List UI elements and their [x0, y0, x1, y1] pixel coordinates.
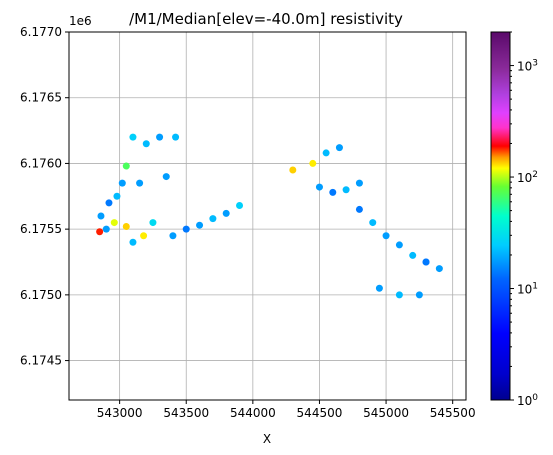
data-point	[169, 232, 177, 240]
data-point	[172, 133, 180, 141]
data-point	[409, 251, 417, 259]
colorbar-axis: 100 101 102 103	[510, 31, 538, 408]
y-tick-label: 6.1770	[20, 25, 62, 39]
y-tick-label: 6.1760	[20, 156, 62, 170]
x-tick-label: 543000	[97, 406, 143, 420]
data-point	[435, 265, 443, 273]
data-point	[97, 212, 105, 220]
scatter-points	[96, 133, 443, 299]
x-tick-label: 545000	[363, 406, 409, 420]
colorbar	[490, 31, 511, 401]
chart-title: /M1/Median[elev=-40.0m] resistivity	[129, 10, 403, 28]
data-point	[222, 209, 230, 217]
grid	[69, 31, 466, 400]
data-point	[236, 201, 244, 209]
data-point	[110, 219, 118, 227]
data-point	[355, 179, 363, 187]
data-point	[122, 223, 130, 231]
data-point	[196, 221, 204, 229]
data-point	[102, 225, 110, 233]
y-tick-label: 6.1755	[20, 222, 62, 236]
data-point	[156, 133, 164, 141]
x-tick-label: 544500	[297, 406, 343, 420]
data-point	[118, 179, 126, 187]
data-point	[122, 162, 130, 170]
data-point	[162, 173, 170, 181]
data-point	[289, 166, 297, 174]
data-point	[415, 291, 423, 299]
data-point	[142, 140, 150, 148]
plot-frame	[68, 31, 467, 401]
y-axis: 6.1745 6.1750 6.1755 6.1760 6.1765 6.1770	[20, 25, 69, 368]
data-point	[309, 159, 317, 167]
data-point	[342, 186, 350, 194]
data-point	[105, 199, 113, 207]
x-tick-label: 545500	[430, 406, 476, 420]
data-point	[113, 192, 121, 200]
colorbar-tick-label: 103	[517, 59, 538, 74]
data-point	[355, 205, 363, 213]
colorbar-tick-label: 100	[517, 393, 538, 408]
y-tick-label: 6.1765	[20, 91, 62, 105]
data-point	[395, 291, 403, 299]
data-point	[322, 149, 330, 157]
x-tick-label: 544000	[230, 406, 276, 420]
y-offset-label: 1e6	[69, 14, 92, 28]
data-point	[335, 144, 343, 152]
data-point	[96, 228, 104, 236]
y-tick-label: 6.1750	[20, 288, 62, 302]
data-point	[209, 215, 217, 223]
data-point	[140, 232, 148, 240]
data-point	[182, 225, 190, 233]
data-point	[329, 188, 337, 196]
data-point	[375, 284, 383, 292]
data-point	[422, 258, 430, 266]
data-point	[382, 232, 390, 240]
data-point	[136, 179, 144, 187]
data-point	[369, 219, 377, 227]
colorbar-tick-label: 102	[517, 170, 538, 185]
x-axis: 543000 543500 544000 544500 545000 545500	[97, 400, 476, 420]
data-point	[129, 133, 137, 141]
colorbar-tick-label: 101	[517, 282, 538, 297]
x-tick-label: 543500	[163, 406, 209, 420]
x-axis-label: X	[263, 432, 271, 446]
data-point	[129, 238, 137, 246]
data-point	[395, 241, 403, 249]
data-point	[315, 183, 323, 191]
data-point	[149, 219, 157, 227]
y-tick-label: 6.1745	[20, 354, 62, 368]
